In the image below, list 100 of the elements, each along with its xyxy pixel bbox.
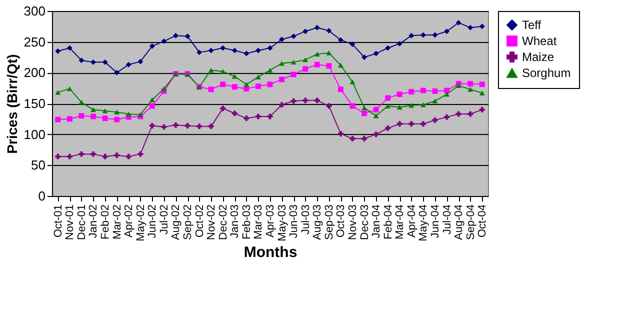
- x-tick-label: Nov-02: [206, 204, 218, 240]
- legend-label: Wheat: [522, 34, 558, 48]
- x-tick-label: Feb-02: [100, 204, 112, 240]
- x-tick-label: Apr-02: [123, 204, 136, 238]
- x-tick-label: Dec-02: [217, 204, 230, 240]
- point: [338, 37, 344, 43]
- point: [479, 90, 485, 96]
- point: [220, 69, 226, 74]
- point: [456, 20, 462, 26]
- x-tick-label: Aug-04: [453, 204, 466, 240]
- point: [66, 154, 72, 160]
- x-tick-label: Oct-02: [194, 204, 206, 238]
- point: [172, 122, 178, 128]
- point: [196, 50, 202, 56]
- point: [232, 48, 238, 54]
- point: [102, 59, 108, 65]
- point: [255, 74, 261, 80]
- x-tick-label: May-03: [276, 204, 288, 242]
- point: [326, 103, 332, 109]
- point: [126, 154, 132, 160]
- x-tick-label: Sep-02: [182, 204, 194, 240]
- point: [396, 121, 402, 127]
- point: [208, 48, 214, 54]
- point: [172, 32, 178, 38]
- point: [90, 114, 96, 120]
- point: [338, 86, 344, 92]
- x-tick-label: Jan-03: [229, 204, 242, 238]
- y-tick-label: 200: [24, 65, 46, 80]
- point: [338, 62, 344, 68]
- point: [114, 116, 120, 122]
- x-tick-label: Feb-04: [382, 204, 394, 240]
- point: [385, 104, 391, 108]
- point: [420, 32, 426, 38]
- point: [208, 124, 214, 130]
- point: [302, 57, 308, 62]
- point: [362, 54, 368, 60]
- point: [244, 50, 250, 56]
- point: [184, 122, 190, 128]
- point: [55, 90, 61, 95]
- point: [138, 151, 144, 157]
- point: [302, 28, 308, 34]
- point: [338, 130, 344, 136]
- point: [408, 32, 414, 38]
- point: [138, 58, 144, 64]
- point: [138, 112, 144, 117]
- point: [161, 124, 167, 130]
- point: [385, 125, 391, 131]
- point: [66, 86, 72, 92]
- x-tick-label: Nov-03: [346, 204, 359, 240]
- point: [432, 88, 438, 94]
- point: [90, 59, 96, 65]
- point: [114, 152, 120, 158]
- x-axis-title: Months: [244, 244, 298, 262]
- point: [314, 24, 320, 30]
- x-tick-label: Jul-02: [158, 204, 170, 234]
- point: [102, 116, 108, 122]
- point: [149, 43, 155, 49]
- point: [90, 107, 96, 112]
- x-tick-label: Jan-04: [370, 204, 383, 238]
- point: [432, 98, 438, 104]
- point: [279, 36, 285, 42]
- x-tick-label: Mar-02: [111, 204, 124, 240]
- point: [78, 100, 84, 105]
- x-tick-label: Apr-03: [264, 204, 276, 238]
- point: [408, 121, 414, 127]
- y-tick-label: 250: [24, 34, 46, 50]
- x-tick-label: Oct-04: [476, 204, 489, 238]
- point: [114, 70, 120, 76]
- point: [149, 122, 155, 128]
- point: [267, 68, 273, 73]
- x-tick-label: Jun-04: [429, 204, 442, 238]
- point: [161, 38, 167, 44]
- point: [396, 92, 402, 97]
- point: [385, 95, 391, 101]
- point: [220, 106, 226, 112]
- point: [232, 110, 238, 116]
- point: [479, 24, 485, 30]
- point: [408, 89, 414, 95]
- point: [373, 106, 379, 112]
- x-tick-label: Apr-04: [406, 204, 418, 238]
- x-tick-label: Oct-01: [52, 204, 64, 238]
- point: [302, 66, 308, 72]
- point: [66, 45, 72, 51]
- point: [444, 28, 450, 34]
- legend-label: Sorghum: [522, 66, 571, 80]
- point: [220, 45, 226, 51]
- legend-label: Maize: [522, 50, 554, 64]
- point: [373, 50, 379, 56]
- point: [314, 62, 320, 68]
- x-tick-label: Dec-03: [358, 204, 371, 240]
- point: [350, 136, 356, 142]
- point: [385, 45, 391, 51]
- y-tick-label: 0: [38, 188, 46, 204]
- point: [55, 48, 61, 54]
- point: [102, 154, 108, 160]
- x-tick-label: Sep-04: [464, 204, 477, 240]
- point: [420, 121, 426, 127]
- x-tick-label: May-04: [418, 204, 430, 242]
- point: [78, 151, 84, 157]
- point: [362, 105, 368, 110]
